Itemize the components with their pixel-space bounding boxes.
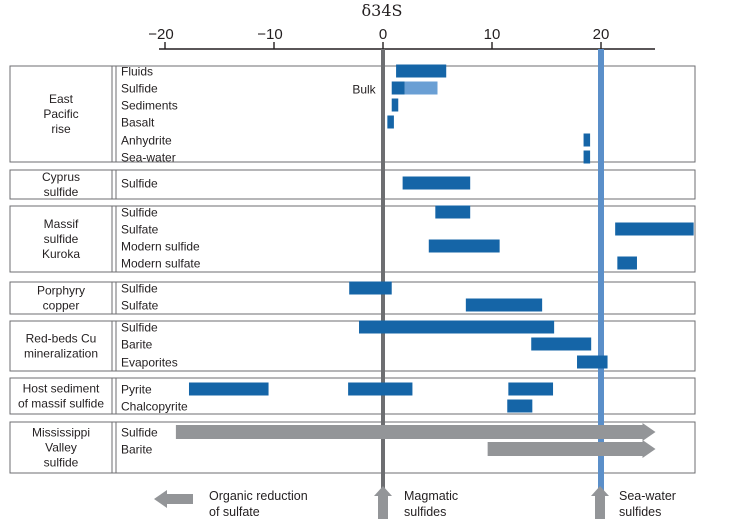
range-bar (391, 81, 405, 95)
range-bar (615, 222, 694, 236)
row-label: Evaporites (121, 356, 178, 370)
range-bar (402, 176, 471, 190)
up-arrow-icon (591, 486, 609, 519)
range-bar (359, 320, 555, 334)
row-label: Sulfide (121, 426, 158, 440)
range-bar (583, 133, 591, 147)
group-label: of massif sulfide (18, 397, 104, 411)
range-bar (583, 150, 591, 164)
range-bar (577, 355, 608, 369)
row-label: Sediments (121, 99, 178, 113)
x-tick-label: 10 (484, 26, 501, 43)
group-panel (9, 65, 696, 163)
group-label: sulfide (44, 232, 79, 246)
range-bar (391, 98, 399, 112)
footnote-text: Organic reduction (209, 489, 308, 503)
group-label: Kuroka (42, 247, 80, 261)
group-label: Massif (44, 217, 79, 231)
row-label: Sulfide (121, 282, 158, 296)
group-label: Red-beds Cu (26, 332, 97, 346)
row-label: Sulfate (121, 223, 159, 237)
row-label: Modern sulfide (121, 240, 200, 254)
footnote-text: sulfides (404, 505, 446, 519)
group-panel (9, 320, 696, 372)
range-bar (404, 81, 438, 95)
x-axis: −20 −10 0 10 20 (148, 26, 655, 50)
range-bars: Bulk (175, 64, 694, 458)
group-panel (9, 421, 696, 474)
row-label: Sea-water (121, 151, 176, 165)
up-arrow-icon (374, 486, 392, 519)
row-label: Sulfide (121, 177, 158, 191)
row-label: Sulfide (121, 321, 158, 335)
axis-title: δ34S (362, 1, 403, 20)
range-bar (396, 64, 447, 78)
footnote-legend: Organic reduction of sulfate Magmatic sulfi… (154, 486, 676, 519)
row-label: Sulfate (121, 299, 159, 313)
row-label: Basalt (121, 116, 155, 130)
row-label: Anhydrite (121, 134, 172, 148)
range-bar (531, 337, 592, 351)
reference-lines (381, 49, 604, 510)
footnote-text: sulfides (619, 505, 661, 519)
x-tick-label: 0 (379, 26, 387, 43)
group-label: Pacific (43, 107, 78, 121)
group-label: East (49, 92, 74, 106)
range-bar (508, 382, 554, 396)
range-bar (349, 281, 392, 295)
range-bar (188, 382, 269, 396)
group-panel (9, 169, 696, 200)
group-label: sulfide (44, 456, 79, 470)
row-label: Sulfide (121, 206, 158, 220)
row-label: Fluids (121, 65, 153, 79)
group-panel (9, 205, 696, 273)
row-label: Barite (121, 443, 153, 457)
range-bar (465, 298, 543, 312)
row-label: Pyrite (121, 383, 152, 397)
x-tick-label: 20 (593, 26, 610, 43)
row-label: Modern sulfate (121, 257, 201, 271)
group-label: Porphyry (37, 284, 85, 298)
range-arrow-bar (175, 423, 656, 441)
row-label: Chalcopyrite (121, 400, 188, 414)
footnote-text: of sulfate (209, 505, 260, 519)
group-label: Cyprus (42, 170, 80, 184)
group-label: Host sediment (23, 382, 100, 396)
range-bar (348, 382, 413, 396)
group-label: copper (43, 299, 80, 313)
footnote-text: Magmatic (404, 489, 458, 503)
group-label: Mississippi (32, 426, 90, 440)
bulk-annotation: Bulk (352, 83, 376, 97)
left-arrow-icon (154, 490, 193, 508)
row-label: Sulfide (121, 82, 158, 96)
range-arrow-bar (487, 440, 656, 458)
group-label: rise (51, 122, 71, 136)
range-bar (435, 205, 471, 219)
range-bar (507, 399, 533, 413)
group-label: sulfide (44, 185, 79, 199)
row-label: Barite (121, 338, 153, 352)
range-bar (617, 256, 637, 270)
range-bar (428, 239, 500, 253)
group-label: mineralization (24, 347, 98, 361)
x-tick-label: −20 (148, 26, 173, 43)
range-bar (387, 115, 394, 129)
x-tick-label: −10 (257, 26, 282, 43)
footnote-text: Sea-water (619, 489, 676, 503)
group-label: Valley (45, 441, 77, 455)
group-panel (9, 377, 696, 415)
